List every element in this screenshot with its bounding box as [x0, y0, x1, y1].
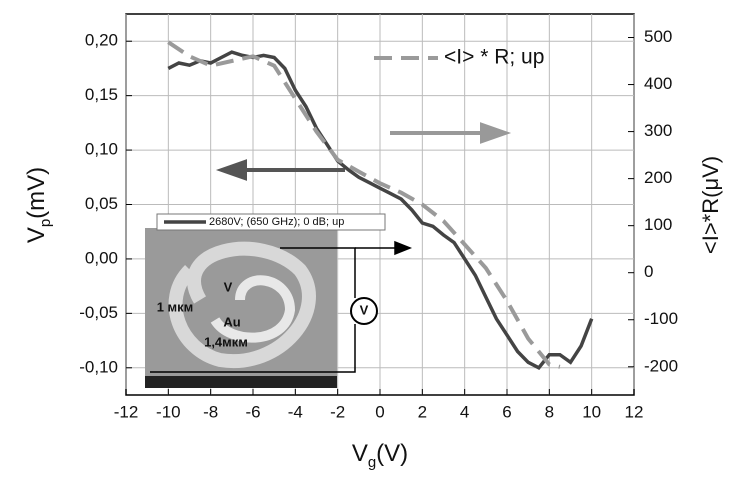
x-tick-label: -12 — [114, 402, 139, 421]
annotation: 1,4мкм — [204, 334, 248, 349]
inset-scalebar — [145, 376, 337, 388]
y-tick-label: -0,10 — [79, 357, 118, 376]
y2-axis-label: <I>*R(μV) — [698, 156, 723, 254]
y2-tick-label: 200 — [644, 168, 672, 187]
x-tick-label: -6 — [245, 402, 260, 421]
x-tick-label: -10 — [156, 402, 181, 421]
y2-tick-label: 500 — [644, 27, 672, 46]
y2-tick-label: -200 — [644, 356, 678, 375]
y-tick-label: -0,05 — [79, 303, 118, 322]
arrow-left — [222, 162, 345, 178]
y-axis-label-part: V — [23, 227, 50, 243]
y-tick-label: 0,05 — [85, 194, 118, 213]
chart: -12 -10 -8 -6 -4 -2 0 2 4 6 8 10 12 -0,10 -0,05 0,00 0,0… — [0, 0, 730, 476]
y-axis-label-part: p — [37, 219, 54, 227]
x-tick-label: 6 — [502, 402, 511, 421]
legend-label: 2680V; (650 GHz); 0 dB; up — [209, 216, 344, 228]
x-tick-label: 2 — [418, 402, 427, 421]
x-axis-label-part: (V) — [376, 440, 408, 467]
annotation: Au — [223, 314, 240, 329]
x-tick-label: 0 — [375, 402, 384, 421]
y-tick-label: 0,00 — [85, 248, 118, 267]
x-tick-label: -4 — [288, 402, 303, 421]
y-axis-label: Vp(mV) — [23, 167, 54, 243]
y2-tick-label: 100 — [644, 215, 672, 234]
x-tick-label: -8 — [203, 402, 218, 421]
x-axis-label: Vg(V) — [352, 440, 408, 471]
y2-tick-label: -100 — [644, 309, 678, 328]
x-tick-label: 12 — [625, 402, 644, 421]
x-tick-label: -2 — [330, 402, 345, 421]
legend-label: <I> * R; up — [444, 46, 544, 69]
x-tick-label: 10 — [582, 402, 601, 421]
x-axis-label-part: V — [352, 440, 368, 467]
y2-tick-label: 400 — [644, 74, 672, 93]
y-axis-label-part: (mV) — [23, 167, 50, 219]
annotation: 1 мкм — [157, 299, 194, 314]
annotation: V — [360, 302, 369, 317]
arrow-right — [390, 125, 505, 141]
y-tick-label: 0,15 — [85, 85, 118, 104]
y-tick-label: 0,10 — [85, 140, 118, 159]
x-tick-label: 8 — [545, 402, 554, 421]
y2-tick-label: 300 — [644, 121, 672, 140]
annotation: V — [224, 279, 233, 294]
y-tick-label: 0,20 — [85, 31, 118, 50]
arrow — [355, 242, 410, 254]
x-tick-label: 4 — [460, 402, 469, 421]
y2-tick-label: 0 — [644, 262, 653, 281]
x-axis-label-part: g — [368, 454, 376, 471]
